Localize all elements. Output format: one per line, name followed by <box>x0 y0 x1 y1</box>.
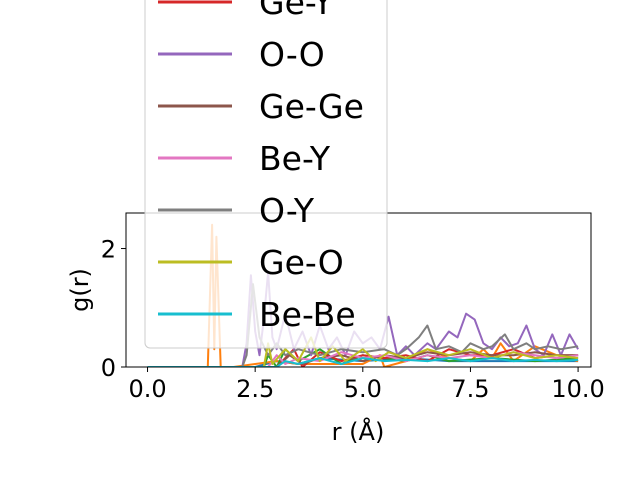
series-line-be-be <box>147 357 579 367</box>
legend-label-ge-y: Ge-Y <box>259 0 334 22</box>
x-tick-label: 2.5 <box>236 375 274 403</box>
x-tick-label: 0.0 <box>128 375 166 403</box>
legend-label-o-y: O-Y <box>259 191 315 230</box>
legend-label-be-y: Be-Y <box>259 139 331 178</box>
legend-label-be-be: Be-Be <box>259 295 356 334</box>
x-tick-label: 10.0 <box>551 375 604 403</box>
y-axis-title: g(r) <box>66 268 94 312</box>
series-line-ge-ge <box>147 351 579 367</box>
x-axis-title: r (Å) <box>332 417 385 446</box>
x-tick-label: 7.5 <box>451 375 489 403</box>
series-line-ge-o <box>147 336 579 367</box>
x-tick-label: 5.0 <box>344 375 382 403</box>
legend: Ge-Y O-O Ge-Ge Be-Y O-Y Ge-O Be-Be <box>144 0 388 349</box>
legend-label-o-o: O-O <box>259 35 325 74</box>
y-tick-label: 0 <box>101 354 116 382</box>
ticks-layer: 0.0 2.5 5.0 7.5 10.0 0 2 <box>101 236 605 403</box>
y-tick-label: 2 <box>101 236 116 264</box>
legend-label-ge-o: Ge-O <box>259 243 344 282</box>
legend-label-ge-ge: Ge-Ge <box>259 87 364 126</box>
